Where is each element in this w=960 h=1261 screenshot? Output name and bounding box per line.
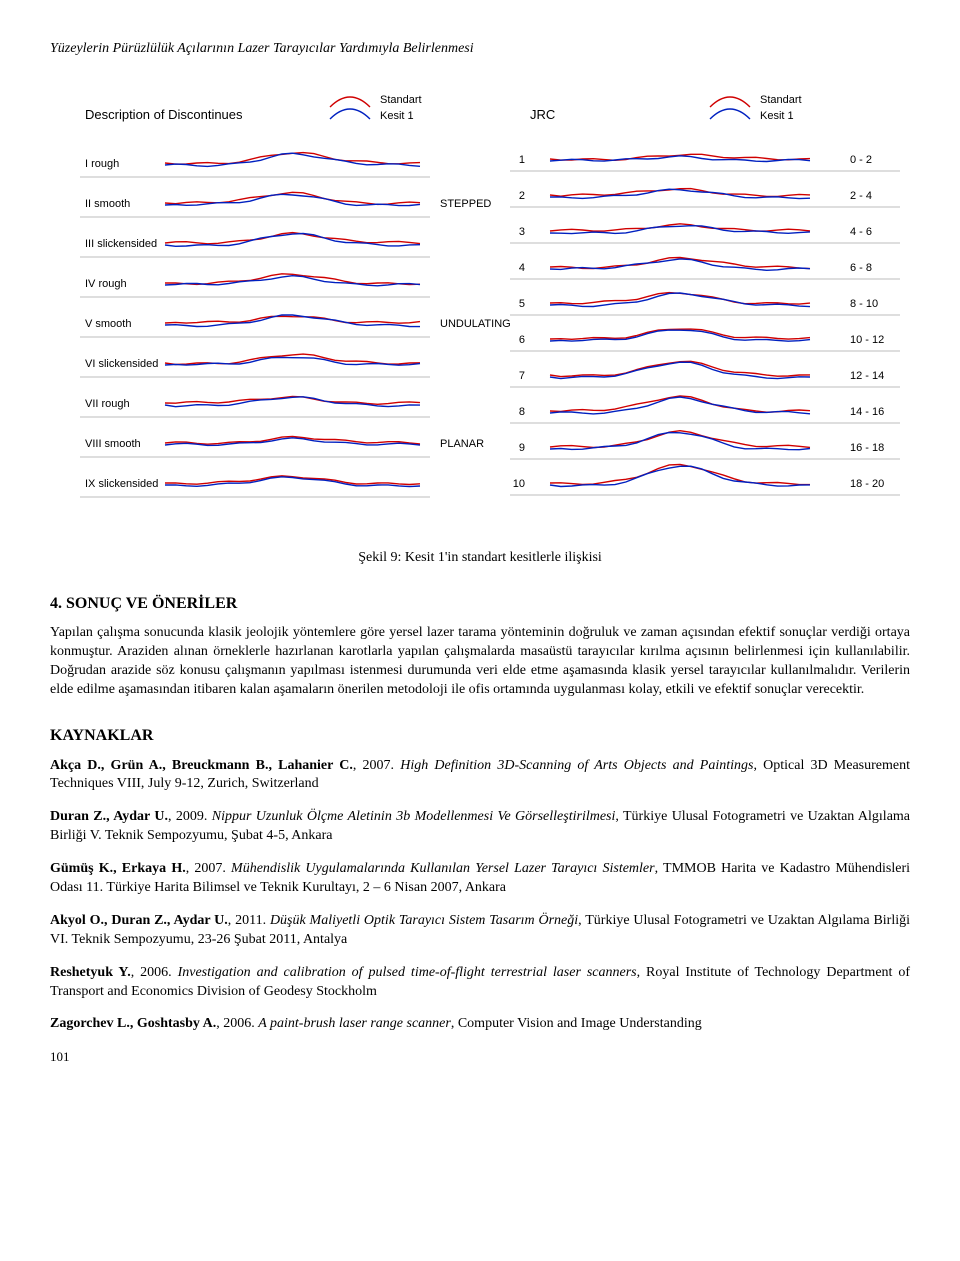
- svg-text:VI slickensided: VI slickensided: [85, 358, 158, 370]
- svg-text:4 - 6: 4 - 6: [850, 226, 872, 238]
- svg-text:IV rough: IV rough: [85, 278, 127, 290]
- page-number: 101: [50, 1048, 910, 1066]
- svg-text:6 - 8: 6 - 8: [850, 262, 872, 274]
- reference-item: Duran Z., Aydar U., 2009. Nippur Uzunluk…: [50, 808, 910, 846]
- svg-text:UNDULATING: UNDULATING: [440, 318, 511, 330]
- svg-text:STEPPED: STEPPED: [440, 198, 491, 210]
- svg-text:1: 1: [519, 154, 525, 166]
- reference-item: Akyol O., Duran Z., Aydar U., 2011. Düşü…: [50, 912, 910, 950]
- svg-text:14 - 16: 14 - 16: [850, 406, 884, 418]
- profile-chart: Standart Kesit 1 Standart Kesit 1 Descriptio…: [50, 79, 910, 529]
- svg-text:6: 6: [519, 334, 525, 346]
- svg-text:IX slickensided: IX slickensided: [85, 478, 158, 490]
- svg-text:8: 8: [519, 406, 525, 418]
- svg-text:9: 9: [519, 442, 525, 454]
- svg-text:0 - 2: 0 - 2: [850, 154, 872, 166]
- chart-svg: Standart Kesit 1 Standart Kesit 1 Descriptio…: [50, 79, 910, 529]
- svg-text:10 - 12: 10 - 12: [850, 334, 884, 346]
- reference-item: Zagorchev L., Goshtasby A., 2006. A pain…: [50, 1015, 910, 1034]
- section-4-title: 4. SONUÇ VE ÖNERİLER: [50, 593, 910, 615]
- svg-text:VIII smooth: VIII smooth: [85, 438, 141, 450]
- svg-text:II smooth: II smooth: [85, 198, 130, 210]
- reference-item: Gümüş K., Erkaya H., 2007. Mühendislik U…: [50, 860, 910, 898]
- section-4-body: Yapılan çalışma sonucunda klasik jeoloji…: [50, 624, 910, 700]
- svg-text:PLANAR: PLANAR: [440, 438, 484, 450]
- svg-text:III slickensided: III slickensided: [85, 238, 157, 250]
- svg-text:Standart: Standart: [760, 94, 802, 106]
- svg-text:2: 2: [519, 190, 525, 202]
- svg-text:JRC: JRC: [530, 107, 555, 122]
- svg-text:I rough: I rough: [85, 158, 119, 170]
- svg-text:Standart: Standart: [380, 94, 422, 106]
- svg-text:VII rough: VII rough: [85, 398, 130, 410]
- references-title: KAYNAKLAR: [50, 725, 910, 747]
- svg-text:10: 10: [513, 478, 525, 490]
- svg-text:Description of Discontinues: Description of Discontinues: [85, 107, 243, 122]
- svg-text:V smooth: V smooth: [85, 318, 131, 330]
- svg-text:4: 4: [519, 262, 525, 274]
- reference-item: Akça D., Grün A., Breuckmann B., Lahanie…: [50, 757, 910, 795]
- svg-text:12 - 14: 12 - 14: [850, 370, 884, 382]
- svg-text:18 - 20: 18 - 20: [850, 478, 884, 490]
- page-header: Yüzeylerin Pürüzlülük Açılarının Lazer T…: [50, 40, 910, 59]
- svg-text:2 - 4: 2 - 4: [850, 190, 872, 202]
- references-block: Akça D., Grün A., Breuckmann B., Lahanie…: [50, 757, 910, 1035]
- svg-text:Kesit 1: Kesit 1: [760, 110, 794, 122]
- svg-text:Kesit 1: Kesit 1: [380, 110, 414, 122]
- svg-text:7: 7: [519, 370, 525, 382]
- svg-text:8 - 10: 8 - 10: [850, 298, 878, 310]
- reference-item: Reshetyuk Y., 2006. Investigation and ca…: [50, 964, 910, 1002]
- figure-caption: Şekil 9: Kesit 1'in standart kesitlerle …: [50, 549, 910, 568]
- svg-text:5: 5: [519, 298, 525, 310]
- svg-text:16 - 18: 16 - 18: [850, 442, 884, 454]
- svg-text:3: 3: [519, 226, 525, 238]
